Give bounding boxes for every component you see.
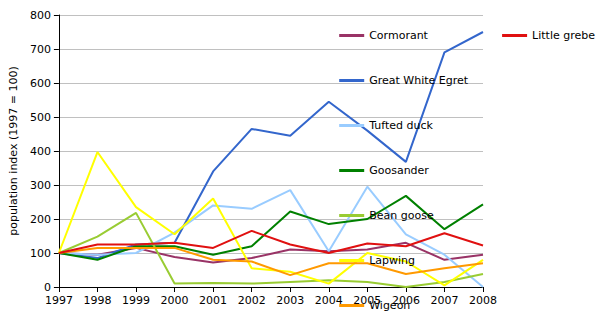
svg-text:1998: 1998 <box>83 294 111 307</box>
svg-text:700: 700 <box>30 43 51 56</box>
svg-text:Little grebe: Little grebe <box>532 29 595 42</box>
svg-text:Bean goose: Bean goose <box>369 209 434 222</box>
svg-text:Lapwing: Lapwing <box>369 254 415 267</box>
svg-text:100: 100 <box>30 247 51 260</box>
svg-text:2000: 2000 <box>161 294 189 307</box>
svg-text:400: 400 <box>30 145 51 158</box>
svg-text:2003: 2003 <box>276 294 304 307</box>
svg-text:300: 300 <box>30 179 51 192</box>
svg-text:500: 500 <box>30 111 51 124</box>
svg-text:2001: 2001 <box>199 294 227 307</box>
svg-text:2002: 2002 <box>238 294 266 307</box>
svg-text:Goosander: Goosander <box>369 164 429 177</box>
svg-text:200: 200 <box>30 213 51 226</box>
svg-text:Tufted duck: Tufted duck <box>368 119 433 132</box>
svg-text:800: 800 <box>30 9 51 22</box>
svg-text:2005: 2005 <box>353 294 382 307</box>
svg-text:population index (1997 = 100): population index (1997 = 100) <box>7 66 20 235</box>
svg-text:0: 0 <box>44 281 51 294</box>
svg-text:1999: 1999 <box>122 294 150 307</box>
svg-text:2004: 2004 <box>315 294 343 307</box>
svg-text:600: 600 <box>30 77 51 90</box>
svg-text:1997: 1997 <box>45 294 73 307</box>
svg-text:2007: 2007 <box>430 294 458 307</box>
svg-text:Cormorant: Cormorant <box>369 29 428 42</box>
svg-text:Great White Egret: Great White Egret <box>369 74 469 87</box>
svg-text:2008: 2008 <box>469 294 497 307</box>
svg-text:Wigeon: Wigeon <box>369 299 410 312</box>
